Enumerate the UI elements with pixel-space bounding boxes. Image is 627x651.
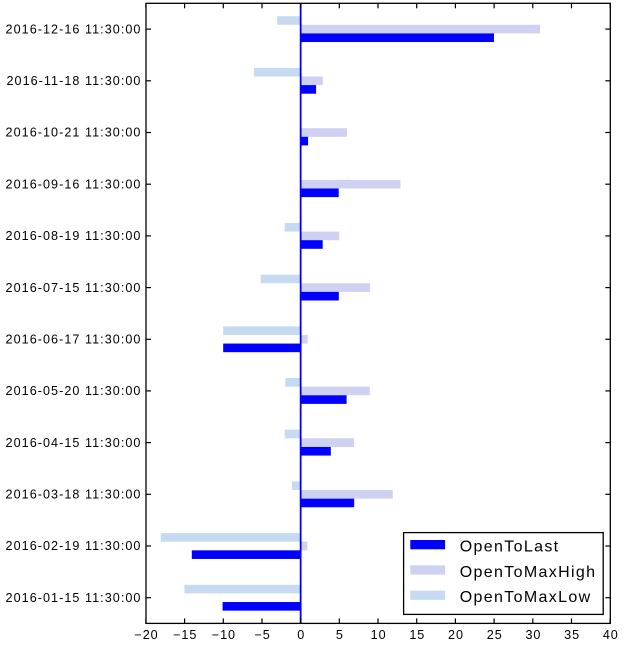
svg-text:20: 20 xyxy=(448,628,464,642)
svg-text:2016-02-19 11:30:00: 2016-02-19 11:30:00 xyxy=(6,539,142,553)
svg-text:OpenToMaxLow: OpenToMaxLow xyxy=(460,589,592,606)
svg-text:2016-01-15 11:30:00: 2016-01-15 11:30:00 xyxy=(6,591,142,605)
svg-text:2016-10-21 11:30:00: 2016-10-21 11:30:00 xyxy=(6,126,142,140)
svg-text:−5: −5 xyxy=(254,628,270,642)
svg-text:2016-07-15 11:30:00: 2016-07-15 11:30:00 xyxy=(6,281,142,295)
svg-text:2016-12-16 11:30:00: 2016-12-16 11:30:00 xyxy=(6,22,142,36)
svg-text:2016-03-18 11:30:00: 2016-03-18 11:30:00 xyxy=(6,488,142,502)
svg-text:0: 0 xyxy=(297,628,305,642)
svg-text:30: 30 xyxy=(525,628,541,642)
svg-text:2016-09-16 11:30:00: 2016-09-16 11:30:00 xyxy=(6,177,142,191)
svg-text:10: 10 xyxy=(371,628,387,642)
svg-text:2016-05-20 11:30:00: 2016-05-20 11:30:00 xyxy=(6,384,142,398)
svg-text:OpenToMaxHigh: OpenToMaxHigh xyxy=(460,564,597,581)
svg-text:OpenToLast: OpenToLast xyxy=(460,539,560,556)
svg-text:25: 25 xyxy=(487,628,503,642)
svg-text:2016-08-19 11:30:00: 2016-08-19 11:30:00 xyxy=(6,229,142,243)
svg-text:15: 15 xyxy=(409,628,425,642)
svg-text:2016-04-15 11:30:00: 2016-04-15 11:30:00 xyxy=(6,436,142,450)
svg-text:−15: −15 xyxy=(173,628,197,642)
svg-text:5: 5 xyxy=(336,628,344,642)
svg-text:2016-11-18 11:30:00: 2016-11-18 11:30:00 xyxy=(6,74,141,88)
svg-text:40: 40 xyxy=(603,628,619,642)
svg-text:−20: −20 xyxy=(134,628,158,642)
svg-text:2016-06-17 11:30:00: 2016-06-17 11:30:00 xyxy=(6,333,142,347)
svg-text:35: 35 xyxy=(564,628,580,642)
svg-text:−10: −10 xyxy=(212,628,236,642)
